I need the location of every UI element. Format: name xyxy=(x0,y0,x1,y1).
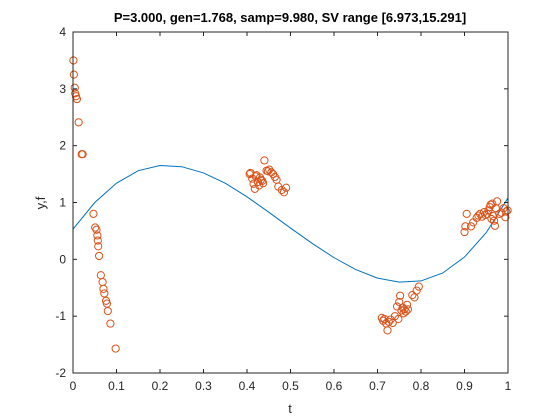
sample-point xyxy=(74,118,83,127)
sample-point xyxy=(70,83,79,92)
series-layer xyxy=(69,56,512,353)
sample-point xyxy=(414,282,423,291)
sample-point xyxy=(93,231,102,240)
sample-point xyxy=(249,179,258,188)
sample-point xyxy=(259,179,268,188)
x-tick-label: 0.8 xyxy=(413,379,430,393)
x-tick-label: 1 xyxy=(505,379,512,393)
sample-point xyxy=(461,222,470,231)
sample-point xyxy=(400,305,409,314)
y-axis-label: y,f xyxy=(33,196,48,209)
x-tick-label: 0.2 xyxy=(152,379,169,393)
sample-point xyxy=(69,70,78,79)
sample-point xyxy=(484,206,493,215)
sample-point xyxy=(460,227,469,237)
sample-point xyxy=(89,209,98,218)
y-tick-label: 1 xyxy=(59,196,66,210)
x-tick-label: 0 xyxy=(70,379,77,393)
sample-point xyxy=(260,156,269,165)
x-axis-ticks: 0 0.1 0.2 0.3 0.4 0.5 0.6 0.7 0.8 0.9 1 xyxy=(70,32,512,393)
plot-area xyxy=(73,32,508,373)
sample-point xyxy=(490,221,500,230)
sample-point xyxy=(94,242,103,251)
sample-point xyxy=(100,289,109,298)
sample-point xyxy=(380,314,389,324)
sample-point xyxy=(106,319,115,328)
sample-point xyxy=(394,314,403,324)
y-tick-label: 3 xyxy=(59,82,66,96)
sample-point xyxy=(402,300,412,309)
sample-point xyxy=(384,317,393,326)
sample-point xyxy=(502,207,511,216)
sample-point xyxy=(277,185,286,195)
sample-point xyxy=(93,236,102,245)
x-tick-label: 0.4 xyxy=(239,379,256,393)
x-tick-label: 0.6 xyxy=(326,379,343,393)
sample-point xyxy=(78,150,87,159)
sample-point xyxy=(279,188,289,197)
sample-point xyxy=(412,286,421,295)
x-tick-label: 0.1 xyxy=(108,379,125,393)
sample-point xyxy=(489,216,499,225)
y-tick-label: -2 xyxy=(55,366,66,380)
sample-point xyxy=(91,223,100,232)
sample-point xyxy=(408,291,417,300)
sample-point xyxy=(92,225,101,234)
sample-point xyxy=(111,344,120,353)
sample-point xyxy=(103,306,112,316)
sample-point xyxy=(383,326,392,335)
y-tick-label: 4 xyxy=(59,25,66,39)
sample-point xyxy=(282,183,291,192)
x-axis-label: t xyxy=(288,401,292,416)
x-tick-label: 0.7 xyxy=(369,379,386,393)
sample-point xyxy=(466,222,476,231)
chart-title: P=3.000, gen=1.768, samp=9.980, SV range… xyxy=(114,10,466,25)
x-tick-label: 0.3 xyxy=(195,379,212,393)
y-tick-label: -1 xyxy=(55,309,66,323)
sample-point xyxy=(462,209,471,218)
sample-point xyxy=(493,197,502,206)
y-tick-label: 2 xyxy=(59,139,66,153)
y-tick-label: 0 xyxy=(59,252,66,266)
x-tick-label: 0.9 xyxy=(456,379,473,393)
sample-point xyxy=(95,251,104,261)
x-tick-label: 0.5 xyxy=(282,379,299,393)
fit-curve-line xyxy=(72,165,509,283)
sample-point xyxy=(403,305,413,314)
sample-point xyxy=(99,284,108,293)
y-axis-ticks: -2 -1 0 1 2 3 4 xyxy=(55,25,508,380)
sample-point xyxy=(396,291,405,300)
